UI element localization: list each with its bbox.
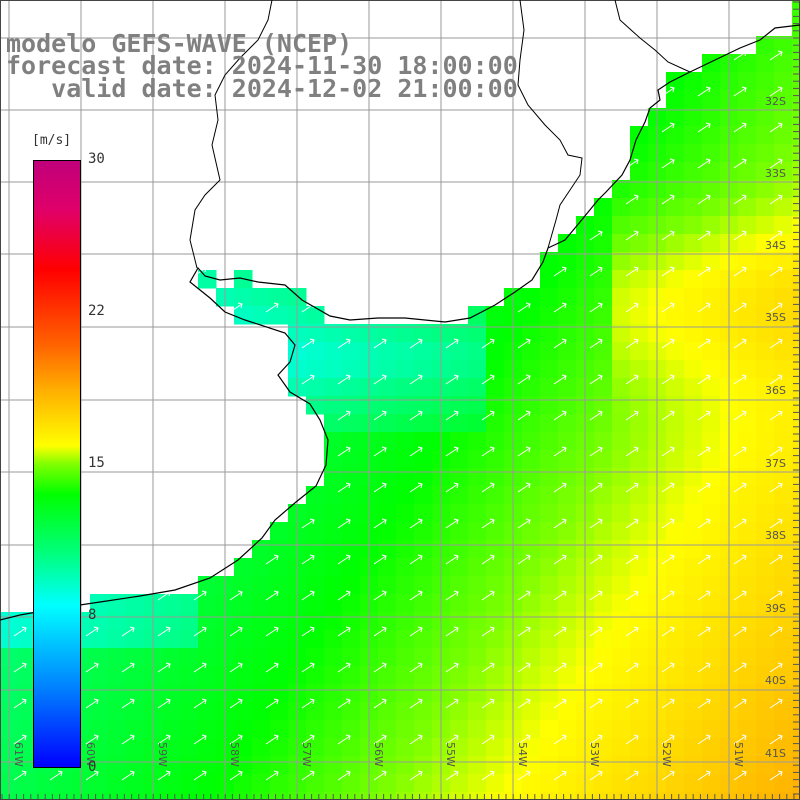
wind-arrows xyxy=(13,50,783,781)
lat-label: 35S xyxy=(765,311,786,324)
lon-label: 52W xyxy=(660,742,673,767)
valid-date: valid date: 2024-12-02 21:00:00 xyxy=(6,74,518,103)
lat-label: 38S xyxy=(765,529,786,542)
lon-label: 51W xyxy=(732,742,745,767)
coastline xyxy=(0,0,800,621)
lat-label: 40S xyxy=(765,674,786,687)
colorbar-label-15: 15 xyxy=(88,455,105,471)
lon-label: 56W xyxy=(372,742,385,767)
lon-label: 58W xyxy=(228,742,241,767)
lon-label: 55W xyxy=(444,742,457,767)
lat-label: 39S xyxy=(765,602,786,615)
colorbar xyxy=(33,160,81,768)
lon-label: 59W xyxy=(156,742,169,767)
lon-label: 53W xyxy=(588,742,601,767)
colorbar-unit: [m/s] xyxy=(32,133,72,148)
lat-label: 34S xyxy=(765,239,786,252)
colorbar-label-8: 8 xyxy=(88,607,97,623)
lon-label: 54W xyxy=(516,742,529,767)
colorbar-label-22: 22 xyxy=(88,303,105,319)
lat-label: 41S xyxy=(765,747,786,760)
lat-label: 36S xyxy=(765,384,786,397)
lon-label: 60W xyxy=(84,742,97,767)
lon-label: 57W xyxy=(300,742,313,767)
colorbar-label-0: 0 xyxy=(88,759,97,775)
lat-label: 37S xyxy=(765,457,786,470)
latitude-labels: 32S 33S 34S 35S 36S 37S 38S 39S 40S 41S xyxy=(765,95,786,760)
lon-label: 61W xyxy=(12,742,25,767)
forecast-date: forecast date: 2024-11-30 18:00:00 xyxy=(6,51,518,80)
lat-label: 33S xyxy=(765,167,786,180)
model-title: modelo GEFS-WAVE (NCEP) xyxy=(6,29,353,58)
colorbar-label-30: 30 xyxy=(88,151,105,167)
lat-label: 32S xyxy=(765,95,786,108)
longitude-labels: 61W 60W 59W 58W 57W 56W 55W 54W 53W 52W 51W xyxy=(12,742,745,767)
